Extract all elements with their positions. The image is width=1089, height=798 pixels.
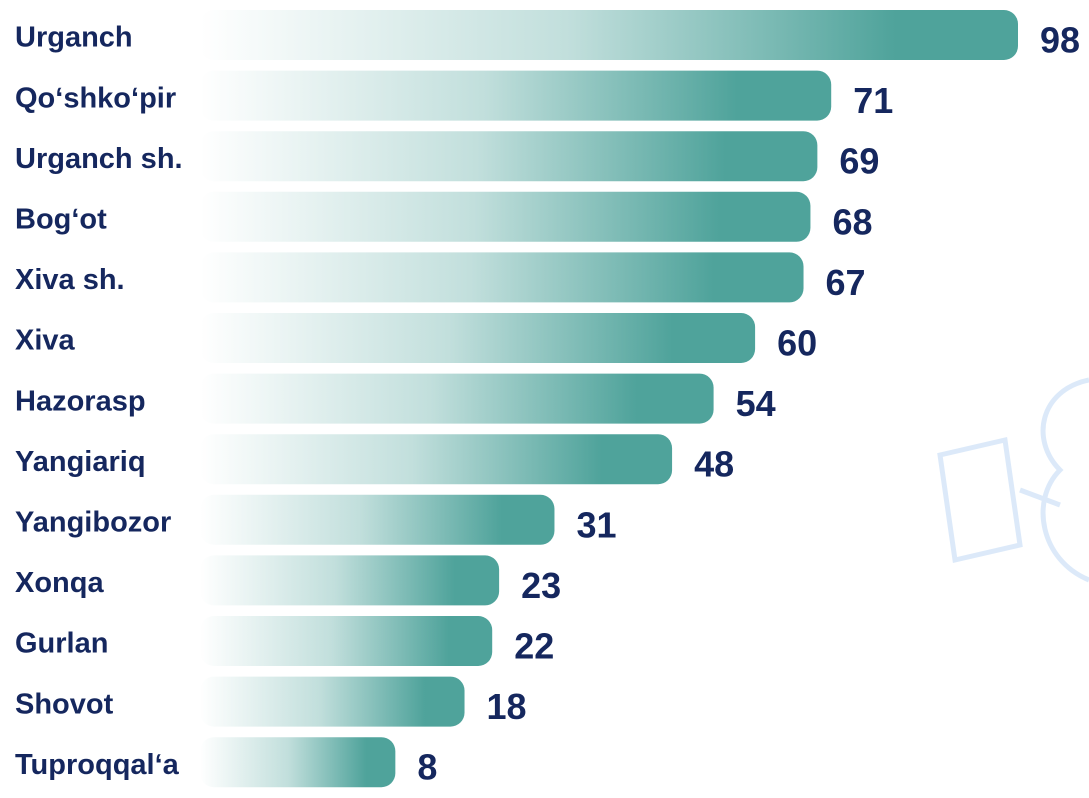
category-label: Xonqa bbox=[15, 567, 104, 599]
bar bbox=[200, 555, 500, 606]
value-label: 23 bbox=[521, 565, 561, 606]
value-label: 71 bbox=[853, 80, 893, 121]
value-label: 69 bbox=[839, 141, 879, 182]
bar bbox=[200, 737, 396, 788]
bar bbox=[200, 494, 555, 545]
category-label: Bogʻot bbox=[15, 203, 107, 235]
value-label: 67 bbox=[826, 262, 866, 303]
bar bbox=[200, 252, 804, 303]
bar bbox=[200, 10, 1018, 60]
value-label: 98 bbox=[1040, 20, 1080, 61]
category-label: Tuproqqalʻa bbox=[15, 749, 180, 781]
category-label: Yangiariq bbox=[15, 446, 146, 478]
bar bbox=[200, 131, 818, 182]
bar bbox=[200, 70, 832, 121]
decoration bbox=[937, 377, 1089, 583]
category-label: Qoʻshkoʻpir bbox=[15, 82, 176, 114]
bar bbox=[200, 616, 493, 666]
category-label: Hazorasp bbox=[15, 385, 146, 417]
category-label: Xiva sh. bbox=[15, 264, 125, 296]
value-label: 68 bbox=[832, 201, 872, 242]
bar bbox=[200, 313, 756, 363]
bar bbox=[200, 434, 673, 485]
value-label: 31 bbox=[576, 504, 616, 545]
value-label: 22 bbox=[514, 626, 554, 667]
bar bbox=[200, 191, 811, 242]
value-label: 8 bbox=[417, 747, 437, 788]
category-label: Urganch sh. bbox=[15, 143, 183, 175]
category-label: Xiva bbox=[15, 325, 76, 357]
category-label: Yangibozor bbox=[15, 506, 171, 538]
category-label: Urganch bbox=[15, 22, 133, 54]
category-label: Shovot bbox=[15, 688, 114, 720]
value-label: 18 bbox=[487, 686, 527, 727]
category-label: Gurlan bbox=[15, 628, 108, 660]
value-label: 60 bbox=[777, 323, 817, 364]
bar bbox=[200, 676, 465, 727]
value-label: 48 bbox=[694, 444, 734, 485]
value-label: 54 bbox=[736, 383, 776, 424]
bar bbox=[200, 373, 714, 424]
